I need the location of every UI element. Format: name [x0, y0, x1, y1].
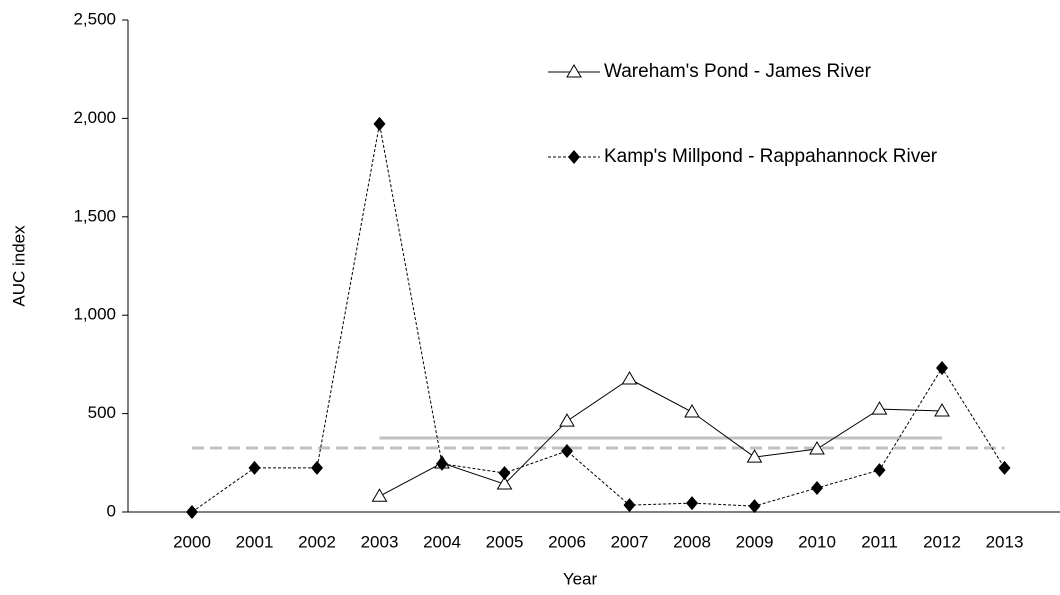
- y-tick-label: 1,500: [73, 206, 116, 225]
- data-point: [371, 488, 388, 502]
- data-point: [746, 449, 763, 463]
- x-tick-label: 2011: [861, 532, 898, 551]
- y-tick-label: 2,500: [73, 9, 116, 28]
- x-axis-label: Year: [563, 569, 598, 588]
- y-tick-label: 500: [88, 403, 116, 422]
- x-tick-label: 2006: [548, 532, 586, 551]
- legend-marker: [566, 64, 582, 78]
- x-tick-label: 2001: [236, 532, 274, 551]
- x-tick-label: 2009: [736, 532, 774, 551]
- data-point: [748, 499, 761, 514]
- data-point: [561, 443, 573, 458]
- y-axis-label: AUC index: [9, 225, 28, 307]
- data-point: [811, 480, 823, 495]
- data-point: [186, 505, 198, 519]
- x-tick-label: 2013: [986, 532, 1024, 551]
- legend-label: Kamp's Millpond - Rappahannock River: [604, 146, 938, 167]
- data-point: [248, 460, 261, 475]
- data-point: [623, 498, 636, 513]
- x-tick-label: 2004: [423, 532, 461, 551]
- data-point: [621, 370, 638, 385]
- x-tick-label: 2008: [673, 532, 711, 551]
- x-tick-label: 2002: [298, 532, 336, 551]
- data-point: [373, 116, 386, 131]
- data-point: [998, 460, 1011, 475]
- y-tick-label: 0: [107, 501, 116, 520]
- data-point: [809, 441, 825, 455]
- series-line: [191, 123, 1005, 513]
- series-line: [379, 378, 943, 497]
- data-point: [871, 401, 888, 415]
- data-point: [559, 413, 575, 427]
- y-tick-label: 1,000: [73, 305, 116, 324]
- data-point: [873, 463, 886, 478]
- y-tick-label: 2,000: [73, 108, 116, 127]
- legend-label: Wareham's Pond - James River: [604, 61, 872, 82]
- data-point: [934, 403, 950, 417]
- x-tick-label: 2003: [361, 532, 399, 551]
- data-point: [686, 496, 698, 511]
- data-point: [496, 476, 513, 490]
- data-point: [936, 360, 948, 375]
- legend-marker: [568, 150, 580, 164]
- data-point: [498, 466, 511, 481]
- x-tick-label: 2012: [923, 532, 961, 551]
- x-tick-label: 2005: [486, 532, 524, 551]
- data-point: [684, 404, 700, 418]
- x-tick-label: 2000: [173, 532, 211, 551]
- x-tick-label: 2010: [798, 532, 836, 551]
- data-point: [436, 456, 448, 471]
- x-tick-label: 2007: [611, 532, 649, 551]
- data-point: [311, 460, 323, 475]
